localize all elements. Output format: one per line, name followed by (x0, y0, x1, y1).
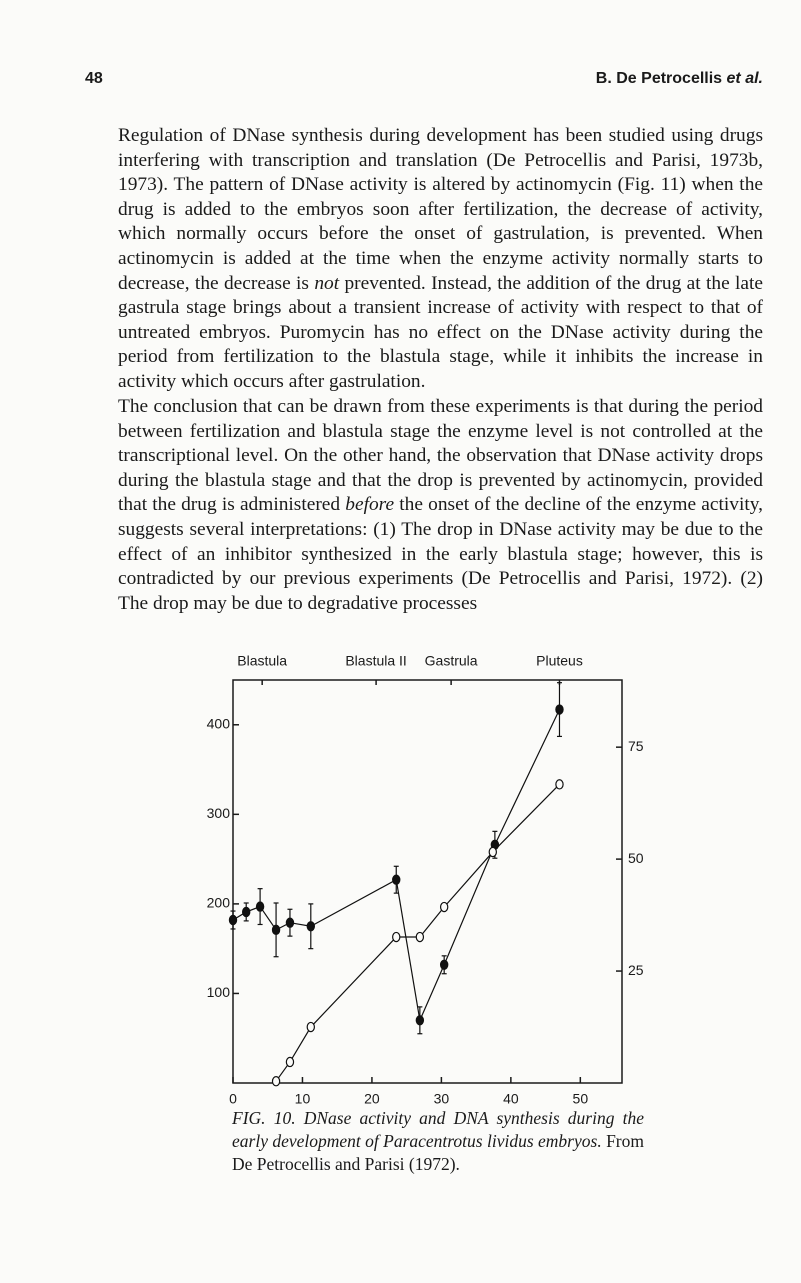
data-point (285, 1056, 295, 1068)
data-point (439, 959, 449, 970)
y2-tick-label: 25 (628, 962, 644, 978)
y2-tick-label: 75 (628, 738, 644, 754)
et-al: et al. (726, 70, 763, 87)
data-point (271, 924, 281, 936)
data-point (392, 931, 401, 943)
text-run: not (314, 272, 340, 294)
data-point (439, 901, 449, 913)
text-run: Regulation of DNase synthesis during dev… (118, 125, 763, 294)
y-tick-label: 200 (207, 895, 231, 911)
x-tick-label: 20 (364, 1091, 380, 1107)
data-point (271, 1076, 281, 1087)
x-tick-label: 0 (229, 1091, 237, 1107)
data-point (255, 901, 265, 912)
text-run: From De Petrocellis and Parisi (1972). (232, 1131, 644, 1174)
x-tick-label: 50 (573, 1091, 589, 1107)
stage-label: Gastrula (425, 653, 478, 669)
data-point (488, 846, 497, 858)
data-point (555, 704, 564, 715)
y-tick-label: 300 (207, 805, 231, 821)
text-run: The conclusion that can be drawn from th… (118, 396, 763, 516)
plot-frame (232, 679, 623, 1084)
stage-label: Blastula II (345, 653, 406, 669)
data-point (228, 914, 238, 926)
data-point (415, 1015, 425, 1026)
series-line (275, 783, 560, 1082)
data-point (285, 917, 295, 928)
series-line (232, 709, 561, 1023)
page-number: 48 (85, 70, 103, 87)
stage-label: Pluteus (536, 653, 583, 669)
author: B. De Petrocellis (595, 70, 723, 87)
data-point (415, 931, 425, 943)
text-run: FIG. 10. DNase activity and DNA synthesi… (232, 1108, 644, 1151)
text-run: prevented. Instead, the addition of the … (118, 272, 764, 392)
stage-label: Blastula (237, 653, 287, 669)
text-run: the onset of the decline of the enzyme a… (118, 494, 764, 614)
y2-tick-label: 50 (628, 850, 644, 866)
running-head: B. De Petrocellis et al. (596, 70, 763, 88)
x-tick-label: 10 (295, 1091, 311, 1107)
figure-caption: FIG. 10. DNase activity and DNA synthesi… (232, 1107, 644, 1176)
paragraph: Regulation of DNase synthesis during dev… (118, 124, 763, 395)
data-point (555, 779, 564, 790)
data-point (392, 874, 401, 885)
x-tick-label: 40 (503, 1091, 519, 1107)
data-point (241, 906, 251, 918)
paragraph: The conclusion that can be drawn from th… (118, 395, 763, 616)
data-point (306, 921, 315, 932)
x-tick-label: 30 (434, 1091, 450, 1107)
text-run: before (345, 494, 395, 516)
y-tick-label: 100 (207, 984, 231, 1000)
y-tick-label: 400 (207, 715, 231, 731)
data-point (306, 1021, 315, 1033)
